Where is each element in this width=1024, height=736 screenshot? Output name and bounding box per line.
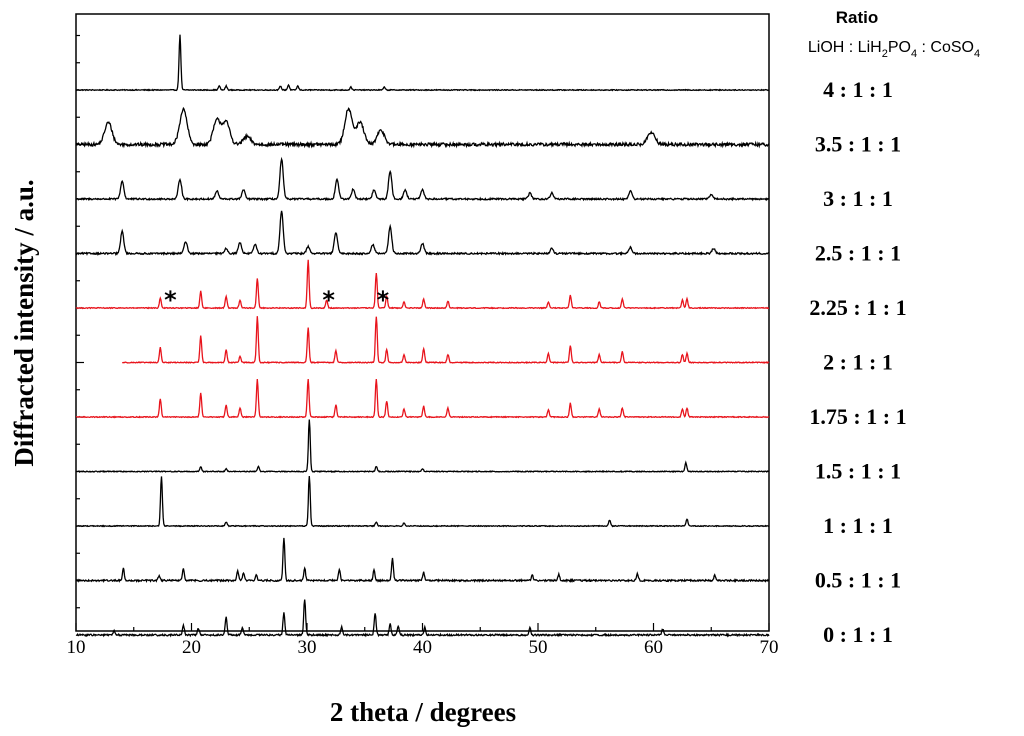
x-tick-label: 10: [67, 637, 86, 658]
series-line: [75, 210, 770, 257]
x-tick-label: 50: [529, 637, 548, 658]
legend-formula: LiOH : LiH2PO4 : CoSO4: [808, 39, 980, 60]
ratio-label: 1.75 : 1 : 1: [809, 404, 906, 429]
y-axis-ticks: [76, 34, 84, 609]
x-tick-label: 60: [644, 637, 663, 658]
series-lines: [75, 34, 770, 638]
series-line: [75, 537, 770, 584]
series-line: [75, 259, 769, 310]
series-line: [76, 379, 770, 419]
ratio-label: 2.5 : 1 : 1: [815, 241, 901, 266]
x-tick-label: 30: [298, 637, 317, 658]
ratio-label: 0.5 : 1 : 1: [815, 568, 901, 593]
x-tick-label: 70: [760, 637, 779, 658]
ratio-label: 3.5 : 1 : 1: [815, 132, 901, 157]
ratio-label: 2 : 1 : 1: [823, 350, 893, 375]
x-tick-label: 40: [413, 637, 432, 658]
impurity-star: *: [322, 286, 335, 314]
x-axis-title: 2 theta / degrees: [330, 697, 516, 727]
legend-formula-part-2: PO: [888, 39, 911, 56]
series-line: [75, 34, 769, 92]
plot-frame: [75, 13, 770, 632]
ratio-label: 0 : 1 : 1: [823, 622, 893, 647]
ratio-label: 1.5 : 1 : 1: [815, 459, 901, 484]
legend-formula-sub-3: 4: [974, 48, 980, 60]
x-tick-label: 20: [182, 637, 201, 658]
y-axis-title: Diffracted intensity / a.u.: [9, 179, 39, 466]
series-line: [75, 599, 770, 638]
ratio-label: 3 : 1 : 1: [823, 186, 893, 211]
series-line: [121, 316, 770, 365]
legend-formula-part-3: : CoSO: [917, 39, 974, 56]
ratio-label: 2.25 : 1 : 1: [809, 295, 906, 320]
series-line: [75, 419, 770, 474]
ratio-label: 1 : 1 : 1: [823, 513, 893, 538]
x-axis-ticks: 10 20 30 40 50 60 70: [67, 623, 779, 658]
series-line: [75, 106, 770, 149]
ratio-label: 4 : 1 : 1: [823, 77, 893, 102]
legend-title: Ratio: [836, 8, 879, 27]
series-line: [75, 475, 770, 528]
legend-formula-part-1: LiOH : LiH: [808, 39, 882, 56]
impurity-star: *: [377, 286, 390, 314]
impurity-star: *: [164, 286, 177, 314]
legend-formula-sub-1: 2: [882, 48, 888, 60]
legend-formula-sub-2: 4: [911, 48, 917, 60]
impurity-markers: * * *: [164, 286, 390, 314]
ratio-labels: 4 : 1 : 1 3.5 : 1 : 1 3 : 1 : 1 2.5 : 1 : 1…: [809, 77, 906, 647]
series-line: [75, 156, 770, 202]
